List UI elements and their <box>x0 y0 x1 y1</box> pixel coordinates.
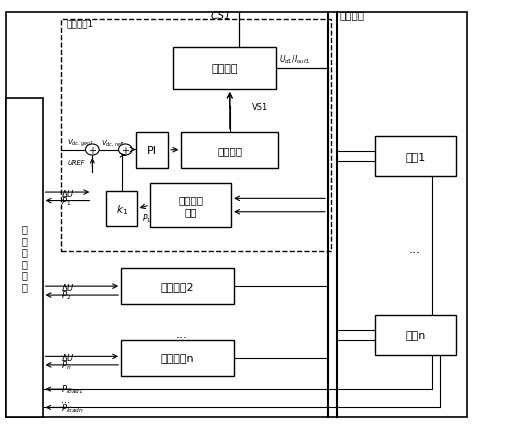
Text: $V_{dc,gen1}$: $V_{dc,gen1}$ <box>67 137 94 149</box>
Text: $P_2$: $P_2$ <box>61 289 71 302</box>
Bar <box>150 183 231 228</box>
Circle shape <box>86 145 99 155</box>
Text: 直流母线: 直流母线 <box>340 11 365 20</box>
Text: +: + <box>121 145 129 155</box>
Text: UREF: UREF <box>67 160 85 166</box>
Text: 发电机组: 发电机组 <box>211 63 238 74</box>
Text: 发电设备n: 发电设备n <box>161 354 194 363</box>
Text: PI: PI <box>147 145 157 155</box>
Text: 输出功率
计算: 输出功率 计算 <box>178 195 203 216</box>
Bar <box>6 98 43 417</box>
Bar <box>181 132 278 168</box>
Bar <box>107 192 137 227</box>
Bar <box>136 132 168 168</box>
Text: ...: ... <box>408 243 421 256</box>
Text: $P_n$: $P_n$ <box>61 359 72 371</box>
Bar <box>173 47 276 90</box>
Text: 发电设备2: 发电设备2 <box>161 281 194 291</box>
Text: ...: ... <box>61 394 70 404</box>
Bar <box>121 340 234 377</box>
Bar <box>121 268 234 304</box>
Text: $P_{loadn}$: $P_{loadn}$ <box>61 401 85 414</box>
Text: $V_{dc,ref1}$: $V_{dc,ref1}$ <box>101 138 125 148</box>
Text: $k_1$: $k_1$ <box>116 202 128 216</box>
Bar <box>6 14 467 417</box>
Text: 负载1: 负载1 <box>405 152 426 162</box>
Text: 负载n: 负载n <box>405 330 426 340</box>
Text: $\Delta U$: $\Delta U$ <box>61 187 75 198</box>
Text: $\Delta U$: $\Delta U$ <box>61 351 75 362</box>
Text: 发电设备1: 发电设备1 <box>66 20 93 29</box>
Text: 发电控制: 发电控制 <box>217 145 242 155</box>
Text: $\Delta U$: $\Delta U$ <box>61 281 75 292</box>
Text: $U_{d1}/I_{out1}$: $U_{d1}/I_{out1}$ <box>279 53 310 66</box>
Bar <box>375 315 456 355</box>
Text: +: + <box>88 145 96 155</box>
Bar <box>61 20 331 251</box>
Text: $P_1$: $P_1$ <box>142 212 151 225</box>
Text: CS1: CS1 <box>210 11 231 20</box>
Text: $P_{load1}$: $P_{load1}$ <box>61 383 84 395</box>
Text: VS1: VS1 <box>252 103 268 112</box>
Circle shape <box>119 145 132 155</box>
Text: 电
能
管
理
系
统: 电 能 管 理 系 统 <box>22 224 27 291</box>
Text: $P_1$: $P_1$ <box>61 195 71 207</box>
Text: ...: ... <box>175 328 187 340</box>
Bar <box>375 137 456 177</box>
